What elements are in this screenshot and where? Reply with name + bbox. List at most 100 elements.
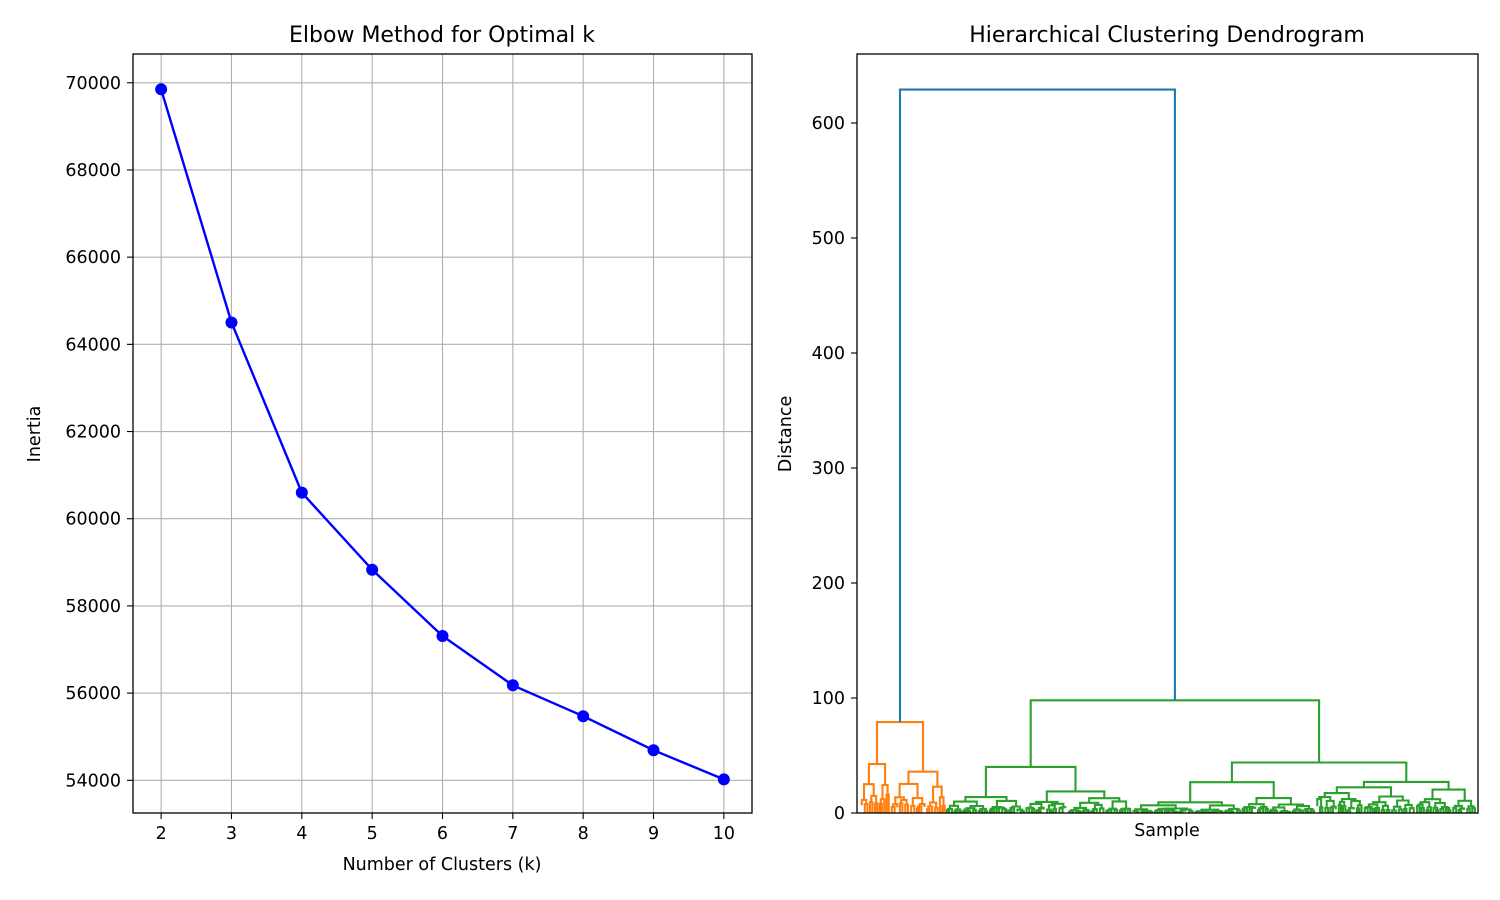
dendrogram-link [1132,810,1139,813]
dendrogram-link [1244,806,1255,809]
elbow-x-tick-label: 6 [437,824,448,844]
dendrogram-link [1337,803,1343,813]
dendrogram-link [885,793,890,813]
elbow-y-tick-label: 64000 [65,335,121,355]
elbow-x-tick-label: 7 [507,824,518,844]
elbow-y-tick-label: 54000 [65,771,121,791]
elbow-x-tick-label: 8 [578,824,589,844]
dendrogram-link [1163,807,1189,810]
dendrogram-link [1098,807,1105,813]
elbow-y-tick-label: 60000 [65,510,121,530]
elbow-points [155,83,730,786]
dendrogram-link [1416,804,1421,813]
elbow-point-k7 [506,679,519,692]
dendrogram-y-tick-label: 500 [812,229,845,249]
elbow-point-k9 [647,744,660,757]
dendrogram-y-tick-label: 400 [812,344,845,364]
elbow-point-k2 [155,83,168,96]
dendrogram-link [867,763,887,785]
dendrogram-link [1026,806,1035,809]
dendrogram-link [874,802,879,813]
dendrogram-link [1155,809,1162,812]
elbow-x-axis-label: Number of Clusters (k) [343,855,542,875]
dendrogram-root-link [898,88,1176,723]
dendrogram-link [1230,761,1408,783]
dendrogram-link [1363,806,1369,813]
dendrogram-link [1381,804,1390,810]
dendrogram-link [1025,807,1031,813]
dendrogram-link [904,803,910,813]
dendrogram-link [1195,810,1208,813]
dendrogram-link [898,782,919,799]
dendrogram-link [1280,810,1289,813]
elbow-y-axis-label: Inertia [25,406,45,463]
dendrogram-link [1329,806,1334,813]
dendrogram-y-tick-label: 200 [812,574,845,594]
dendrogram-link [1341,805,1347,813]
dendrogram-link [1408,807,1415,813]
dendrogram-link [1347,806,1355,811]
dendrogram-link [1420,806,1425,813]
elbow-gridlines [133,54,752,813]
elbow-x-tick-label: 10 [713,824,735,844]
elbow-point-k10 [717,773,730,786]
elbow-point-k4 [295,486,308,499]
elbow-y-tick-label: 56000 [65,684,121,704]
elbow-y-tick-label: 68000 [65,161,121,181]
dendrogram-link [1029,699,1321,767]
dendrogram-link [1452,806,1458,813]
dendrogram-link [933,806,939,813]
dendrogram-link [1059,806,1067,809]
elbow-x-tick-label: 3 [226,824,237,844]
elbow-chart: Elbow Method for Optimal k 2 3 4 5 6 7 8 9 10 54… [25,23,753,875]
dendrogram-link [1111,800,1128,809]
elbow-point-k6 [436,630,449,643]
dendrogram-link [890,805,896,813]
dendrogram-link [1316,798,1323,808]
dendrogram-plot-frame [856,53,1479,814]
dendrogram-chart: Hierarchical Clustering Dendrogram 0 100 2… [776,23,1479,841]
dendrogram-link [1214,809,1223,813]
elbow-point-k5 [366,563,379,576]
dendrogram-link [1318,806,1324,813]
elbow-y-tick-label: 58000 [65,597,121,617]
elbow-x-tick-label: 5 [367,824,378,844]
dendrogram-y-tick-label: 100 [812,689,845,709]
dendrogram-link [1171,810,1178,813]
elbow-point-k8 [577,710,590,723]
dendrogram-y-axis-label: Distance [776,396,796,473]
dendrogram-link [1225,809,1233,812]
elbow-point-k3 [225,316,238,329]
dendrogram-x-axis-label: Sample [1134,821,1200,841]
elbow-chart-title: Elbow Method for Optimal k [289,23,595,48]
dendrogram-link [910,804,916,813]
dendrogram-link [1324,806,1330,813]
elbow-y-tick-label: 70000 [65,74,121,94]
dendrogram-y-tick-label: 300 [812,459,845,479]
dendrogram-link [1058,807,1064,813]
dendrogram-link [898,802,904,813]
dendrogram-link [1189,781,1275,803]
elbow-x-ticks: 2 3 4 5 6 7 8 9 10 [156,813,735,844]
dendrogram-link [1069,809,1079,812]
dendrogram-link [1335,786,1393,797]
dendrogram-link [1142,809,1152,812]
dendrogram-y-tick-label: 600 [812,114,845,134]
elbow-y-ticks: 54000 56000 58000 60000 62000 64000 66000 68000… [65,74,133,791]
dendrogram-link [1362,780,1450,790]
dendrogram-link [1045,790,1106,802]
elbow-x-tick-label: 4 [296,824,307,844]
dendrogram-title: Hierarchical Clustering Dendrogram [969,23,1365,48]
dendrogram-link [863,803,869,813]
elbow-x-tick-label: 9 [648,824,659,844]
dendrogram-link [1082,808,1090,812]
dendrogram-links [860,88,1476,814]
elbow-x-tick-label: 2 [156,824,167,844]
dendrogram-link [1180,809,1187,812]
dendrogram-y-tick-label: 0 [834,804,845,824]
dendrogram-link [869,801,874,813]
elbow-y-tick-label: 66000 [65,248,121,268]
dendrogram-link [1471,806,1476,813]
elbow-y-tick-label: 62000 [65,423,121,443]
